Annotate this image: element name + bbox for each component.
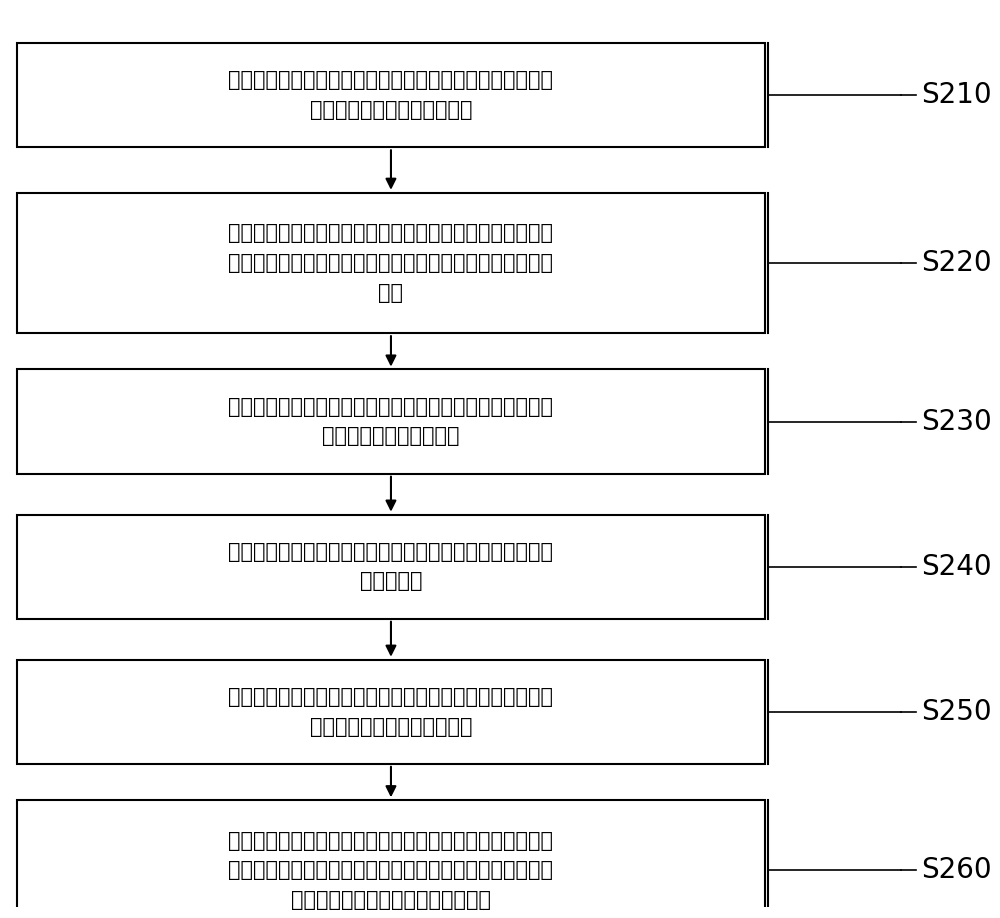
Text: 将多个测试账户的账户信息与多个登录会话信息写入至预设
文件以生成登录会话文件: 将多个测试账户的账户信息与多个登录会话信息写入至预设 文件以生成登录会话文件 [228, 397, 553, 446]
FancyArrowPatch shape [387, 621, 395, 655]
FancyBboxPatch shape [17, 43, 765, 147]
Text: S250: S250 [921, 698, 991, 726]
Text: S240: S240 [921, 553, 991, 581]
FancyBboxPatch shape [17, 660, 765, 764]
FancyBboxPatch shape [17, 369, 765, 474]
Text: 将多个测试账户的账户信息以及多个登录会话信息保存至内
存映射表中: 将多个测试账户的账户信息以及多个登录会话信息保存至内 存映射表中 [228, 542, 553, 591]
FancyArrowPatch shape [387, 151, 395, 187]
Text: S230: S230 [921, 408, 991, 436]
FancyBboxPatch shape [17, 800, 765, 918]
Text: 获取测试账号配置文件信息，其中，测试账号配置文件信息
包括多个测试账户的账户信息: 获取测试账号配置文件信息，其中，测试账号配置文件信息 包括多个测试账户的账户信息 [228, 71, 553, 120]
Text: 根据测试账号配置文件信息生成多个登录请求信息，并根据
多个登录请求信息向业务系统进行登录以生成多个登录会话
信息: 根据测试账号配置文件信息生成多个登录请求信息，并根据 多个登录请求信息向业务系统… [228, 223, 553, 303]
Text: 当对业务系统进行压力测试时，根据多个测试账户的账户信
息生成多个业务压力测试请求: 当对业务系统进行压力测试时，根据多个测试账户的账户信 息生成多个业务压力测试请求 [228, 687, 553, 736]
FancyArrowPatch shape [387, 476, 395, 509]
Text: S220: S220 [921, 249, 991, 277]
FancyArrowPatch shape [387, 336, 395, 364]
FancyArrowPatch shape [387, 767, 395, 795]
Text: 根据多个业务压力测试请求、以及内存映射表生成多个业务
压力测试请求数据，并将多个业务压力测试请求数据发送至
业务系统以对业务系统进行压力测试: 根据多个业务压力测试请求、以及内存映射表生成多个业务 压力测试请求数据，并将多个… [228, 831, 553, 910]
Text: S260: S260 [921, 856, 991, 884]
FancyBboxPatch shape [17, 514, 765, 619]
FancyBboxPatch shape [17, 193, 765, 333]
Text: S210: S210 [921, 81, 991, 109]
